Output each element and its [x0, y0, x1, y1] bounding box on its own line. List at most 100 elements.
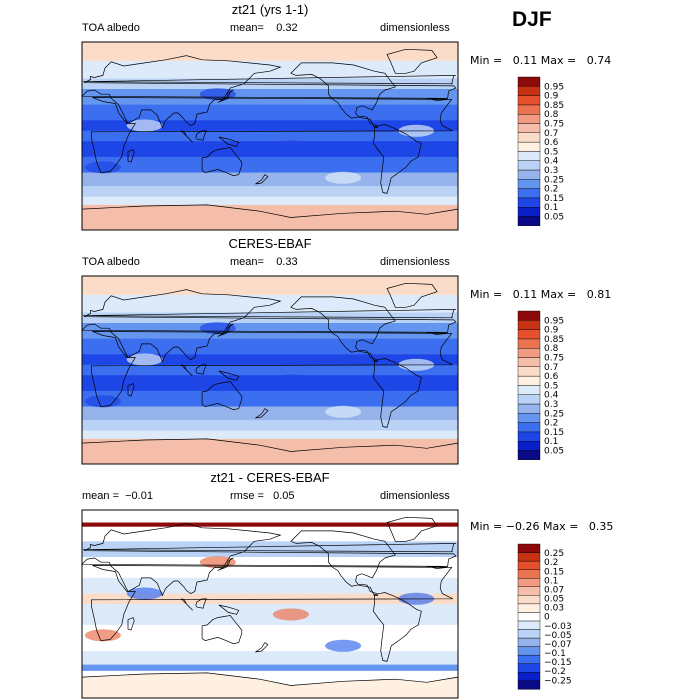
coastline: [81, 55, 457, 129]
map-field-band: [82, 294, 458, 314]
map-field-band: [82, 104, 458, 121]
coastline: [373, 592, 422, 662]
panel2-max-label: Max =: [540, 288, 577, 301]
coastline: [82, 309, 456, 319]
colorbar-box: [517, 603, 541, 613]
panel3-mean-value: −0.01: [125, 490, 153, 502]
map-field-blotch: [272, 374, 309, 387]
coastline: [217, 323, 234, 337]
colorbar-3: −0.25−0.2−0.15−0.1−0.07−0.05−0.0300.030.…: [517, 543, 572, 690]
coastline: [91, 565, 453, 641]
colorbar-tick-label: 0.3: [544, 166, 558, 176]
map-field-band: [82, 60, 458, 80]
map-field-blotch: [325, 639, 362, 652]
coastline: [255, 174, 269, 185]
colorbar-tick-label: 0.05: [544, 213, 564, 223]
colorbar-box: [517, 569, 541, 579]
colorbar-tick-label: 0.75: [544, 354, 564, 364]
colorbar-tick-label: 0.5: [544, 147, 558, 157]
colorbar-tick-label: 0: [544, 613, 550, 623]
colorbar-box: [517, 663, 541, 673]
colorbar-box: [517, 86, 541, 96]
colorbar-2: 0.050.10.150.20.250.30.40.50.60.70.750.8…: [517, 310, 564, 461]
coastline: [217, 89, 234, 103]
colorbar-box: [517, 375, 541, 386]
map-field-band: [82, 577, 458, 595]
colorbar-box: [517, 620, 541, 630]
panel3-max-value: 0.35: [588, 520, 614, 533]
map-field-band: [82, 390, 458, 408]
colorbar-tick-label: 0.5: [544, 381, 558, 391]
colorbar-tick-label: 0.9: [544, 326, 559, 336]
colorbar-tick-label: 0.6: [544, 138, 559, 148]
panel2-title: CERES-EBAF: [228, 236, 312, 251]
colorbar-box: [517, 151, 541, 161]
colorbar-tick-label: 0.3: [544, 400, 558, 410]
panel3-title: zt21 - CERES-EBAF: [210, 470, 330, 485]
colorbar-box: [517, 394, 541, 405]
colorbar-tick-label: −0.07: [544, 640, 572, 650]
panel2-mean-label: mean=: [230, 256, 264, 268]
colorbar-box: [517, 385, 541, 395]
map-field-band: [82, 526, 458, 542]
colorbar-tick-label: 0.15: [544, 428, 564, 438]
panel1-mean: mean= 0.32: [230, 22, 298, 34]
coastline: [386, 516, 438, 542]
colorbar-tick-label: −0.15: [544, 658, 572, 668]
coastline: [127, 383, 135, 397]
colorbar-box: [517, 357, 541, 368]
colorbar-box: [517, 141, 541, 152]
colorbar-box: [517, 132, 541, 143]
colorbar-box: [517, 654, 541, 664]
coastline: [255, 642, 269, 653]
coastline: [373, 124, 422, 194]
panel3-min-label: Min =: [470, 520, 503, 533]
colorbar-box: [517, 329, 541, 340]
colorbar-tick-label: 0.85: [544, 335, 564, 345]
coastline: [82, 75, 456, 85]
map-field-band: [82, 186, 458, 198]
panel2-min-value: 0.11: [512, 288, 538, 301]
map-field-band: [82, 364, 458, 376]
coastline: [373, 358, 422, 428]
panel2-units: dimensionless: [380, 256, 450, 268]
colorbar-box: [517, 560, 541, 570]
panel3-mean: mean = −0.01: [82, 490, 153, 502]
colorbar-box: [517, 216, 541, 227]
panel2-mean-value: 0.33: [276, 256, 298, 268]
colorbar-box: [517, 179, 541, 189]
panel1-minmax: Min = 0.11 Max = 0.74: [470, 54, 611, 67]
colorbar-tick-label: 0.75: [544, 120, 564, 130]
map-field-blotch: [84, 395, 121, 408]
panel1-max-label: Max =: [540, 54, 577, 67]
map-field-band: [82, 172, 458, 187]
colorbar-tick-label: 0.03: [544, 604, 564, 614]
coastline: [201, 381, 243, 411]
map-field-band: [82, 276, 458, 296]
panel2-mean: mean= 0.33: [230, 256, 298, 268]
colorbar-box: [517, 104, 541, 115]
map-field-blotch: [325, 171, 362, 184]
colorbar-box: [517, 552, 541, 562]
panel3-mean-label: mean =: [82, 490, 119, 502]
map-field-blotch: [84, 161, 121, 174]
panel1-max-value: 0.74: [586, 54, 612, 67]
panel1-units: dimensionless: [380, 22, 450, 34]
map-field-band: [82, 141, 458, 158]
colorbar-tick-label: 0.6: [544, 372, 559, 382]
colorbar-tick-label: 0.95: [544, 82, 564, 92]
panel3-rmse-value: 0.05: [273, 490, 295, 502]
colorbar-box: [517, 160, 541, 171]
panel1-mean-value: 0.32: [276, 22, 298, 34]
map-field-band: [82, 624, 458, 652]
colorbar-tick-label: 0.05: [544, 595, 564, 605]
colorbar-box: [517, 206, 541, 217]
map-field-band: [82, 375, 458, 392]
colorbar-box: [517, 431, 541, 442]
colorbar-box: [517, 578, 541, 587]
map-field-band: [82, 130, 458, 142]
map-field-band: [82, 510, 458, 524]
coastline: [127, 149, 135, 163]
panel2-max-value: 0.81: [586, 288, 612, 301]
